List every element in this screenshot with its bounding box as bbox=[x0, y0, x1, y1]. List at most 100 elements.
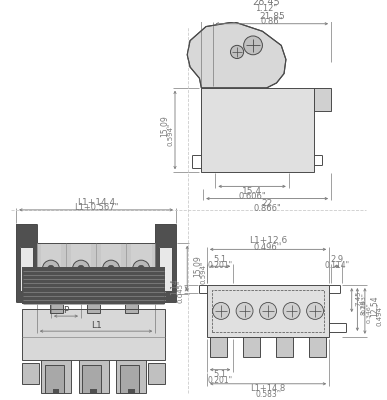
Bar bbox=[159, 246, 172, 291]
Text: 0.496'': 0.496'' bbox=[254, 243, 282, 252]
Bar bbox=[276, 337, 293, 358]
Circle shape bbox=[48, 265, 54, 272]
Bar bbox=[210, 337, 227, 358]
Text: 1.14: 1.14 bbox=[171, 278, 180, 295]
Circle shape bbox=[78, 265, 84, 272]
Bar bbox=[22, 308, 165, 360]
Bar bbox=[314, 88, 331, 111]
Text: 2.9: 2.9 bbox=[330, 255, 343, 264]
Bar bbox=[50, 304, 63, 313]
Text: P: P bbox=[63, 306, 68, 315]
Bar bbox=[45, 365, 63, 393]
Circle shape bbox=[108, 265, 115, 272]
Bar bbox=[116, 360, 146, 393]
Bar bbox=[310, 337, 326, 358]
Circle shape bbox=[103, 260, 120, 277]
Text: 0.114": 0.114" bbox=[324, 261, 349, 270]
Bar bbox=[276, 337, 293, 358]
Bar bbox=[128, 390, 135, 393]
Text: 0.346": 0.346" bbox=[367, 302, 372, 323]
Text: L1+14.4: L1+14.4 bbox=[77, 198, 115, 207]
Bar bbox=[314, 88, 331, 111]
Bar bbox=[22, 363, 39, 384]
Circle shape bbox=[244, 36, 262, 55]
Text: 15.09: 15.09 bbox=[193, 255, 202, 277]
Bar bbox=[155, 224, 176, 302]
Bar bbox=[210, 337, 227, 358]
Bar bbox=[22, 308, 165, 360]
Bar bbox=[207, 285, 329, 337]
Bar bbox=[20, 246, 33, 291]
Bar bbox=[53, 390, 59, 393]
Bar bbox=[125, 304, 138, 313]
Text: L1+12.6: L1+12.6 bbox=[249, 236, 287, 245]
Bar bbox=[310, 337, 326, 358]
Text: 5.1: 5.1 bbox=[214, 255, 227, 264]
Text: 1.12": 1.12" bbox=[255, 4, 277, 13]
Bar bbox=[131, 243, 151, 294]
Text: 8.78: 8.78 bbox=[361, 299, 367, 314]
Bar bbox=[101, 243, 122, 294]
Text: 0.494": 0.494" bbox=[377, 303, 383, 326]
Text: 15.4: 15.4 bbox=[242, 186, 262, 196]
Bar bbox=[201, 88, 314, 172]
Bar bbox=[207, 285, 329, 337]
Circle shape bbox=[212, 302, 229, 319]
Bar bbox=[159, 246, 172, 291]
Text: 22: 22 bbox=[262, 199, 273, 208]
Text: 0.293": 0.293" bbox=[361, 292, 366, 313]
Bar bbox=[22, 363, 39, 384]
Bar bbox=[71, 243, 91, 294]
Text: L1+14.8: L1+14.8 bbox=[250, 384, 286, 393]
Text: L1+0.567": L1+0.567" bbox=[74, 204, 118, 212]
Bar bbox=[41, 360, 71, 393]
Text: 0.583'': 0.583'' bbox=[255, 390, 281, 399]
Bar bbox=[41, 243, 61, 294]
Text: 0.866": 0.866" bbox=[253, 204, 281, 214]
Circle shape bbox=[260, 302, 277, 319]
Bar bbox=[148, 363, 165, 384]
Text: 15.09: 15.09 bbox=[160, 115, 169, 137]
Bar bbox=[87, 304, 100, 313]
Circle shape bbox=[236, 302, 253, 319]
Text: 7.45: 7.45 bbox=[355, 290, 361, 306]
Text: 0.594": 0.594" bbox=[167, 123, 173, 146]
Bar bbox=[45, 365, 63, 393]
Text: 0.606": 0.606" bbox=[238, 192, 266, 201]
Text: 0.201": 0.201" bbox=[207, 376, 233, 384]
Bar bbox=[148, 363, 165, 384]
Polygon shape bbox=[187, 22, 286, 88]
Text: 28.45: 28.45 bbox=[252, 0, 280, 7]
Bar bbox=[22, 266, 32, 304]
Bar bbox=[22, 267, 165, 304]
Text: 0.86": 0.86" bbox=[260, 17, 283, 26]
Bar bbox=[120, 365, 139, 393]
Text: 12.54: 12.54 bbox=[370, 296, 379, 317]
Bar bbox=[79, 360, 109, 393]
Circle shape bbox=[138, 265, 144, 272]
Bar bbox=[16, 224, 37, 302]
Bar bbox=[50, 304, 63, 313]
Bar bbox=[243, 337, 260, 358]
Text: L1: L1 bbox=[91, 321, 101, 330]
Bar bbox=[125, 304, 138, 313]
Circle shape bbox=[231, 45, 244, 58]
Text: 0.045": 0.045" bbox=[178, 280, 184, 303]
Circle shape bbox=[307, 302, 324, 319]
Bar bbox=[161, 266, 165, 304]
Circle shape bbox=[43, 260, 59, 277]
Circle shape bbox=[283, 302, 300, 319]
Bar bbox=[212, 290, 324, 332]
Bar bbox=[120, 365, 139, 393]
Text: 21.85: 21.85 bbox=[259, 12, 285, 21]
Bar bbox=[116, 360, 146, 393]
Bar bbox=[82, 365, 101, 393]
Bar bbox=[37, 243, 155, 294]
Bar bbox=[91, 390, 97, 393]
Text: 5.1: 5.1 bbox=[214, 370, 227, 379]
Text: 0.201": 0.201" bbox=[207, 261, 233, 270]
Circle shape bbox=[133, 260, 150, 277]
Bar bbox=[79, 360, 109, 393]
Bar bbox=[41, 360, 71, 393]
Bar bbox=[22, 267, 165, 304]
